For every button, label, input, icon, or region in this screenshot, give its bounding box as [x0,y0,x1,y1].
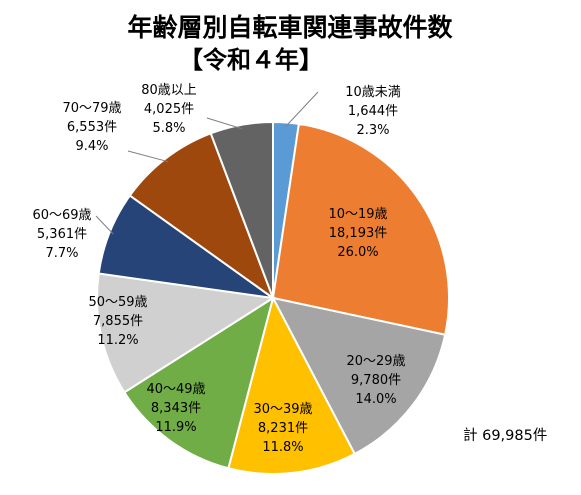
slice-label: 60～69歳 5,361件 7.7% [32,208,91,261]
slice-label-name: 10～19歳 [328,207,387,222]
slice-label-name: 20～29歳 [346,354,405,369]
pie-slice [271,122,450,336]
slice-label: 50～59歳 7,855件 11.2% [88,295,147,348]
slice-label-count: 8,343件 [151,401,201,416]
pie-slice [128,132,276,301]
slice-label-count: 18,193件 [329,226,388,241]
slice-label-name: 10歳未満 [345,85,401,100]
slice-label: 70～79歳 6,553件 9.4% [62,101,121,154]
slice-label-percent: 7.7% [45,246,78,261]
slice-label: 30～39歳 8,231件 11.8% [253,402,312,455]
slice-label-percent: 5.8% [152,121,185,136]
slice-label-name: 70～79歳 [62,101,121,116]
slice-label-name: 40～49歳 [146,382,205,397]
slice-label-percent: 14.0% [355,392,396,407]
slice-label-percent: 26.0% [337,245,378,260]
pie-slice [227,295,357,475]
slice-label: 20～29歳 9,780件 14.0% [346,354,405,407]
leader-line [127,150,169,163]
slice-label: 80歳以上 4,025件 5.8% [141,83,197,136]
pie-slice [271,296,447,456]
total-count: 計 69,985件 [463,428,548,444]
pie-slice [96,272,276,394]
slice-label-count: 8,231件 [258,421,308,436]
slice-label-count: 7,855件 [93,314,143,329]
chart-title: 年齢層別自転車関連事故件数 [127,13,453,42]
pie-slices [96,120,450,475]
pie-slice [123,295,275,470]
slice-label: 10歳未満 1,644件 2.3% [345,85,401,138]
slice-label-name: 30～39歳 [253,402,312,417]
slice-label-percent: 2.3% [356,123,389,138]
leader-line [95,215,114,235]
leader-line [206,117,243,130]
slice-label-count: 6,553件 [67,120,117,135]
slice-label: 40～49歳 8,343件 11.9% [146,382,205,435]
slice-label-name: 50～59歳 [88,295,147,310]
slice-label-percent: 11.2% [97,333,138,348]
chart-subtitle: 【令和４年】 [179,46,323,74]
slice-label-name: 80歳以上 [141,83,197,98]
slice-label-percent: 9.4% [75,139,108,154]
leader-lines [95,91,319,235]
leader-line [285,91,319,127]
slice-labels: 10歳未満 1,644件 2.3% 10～19歳 18,193件 26.0% 20～29歳 9… [32,83,405,455]
slice-label-count: 9,780件 [351,373,401,388]
slice-label-count: 5,361件 [37,227,87,242]
slice-label-name: 60～69歳 [32,208,91,223]
slice-label: 10～19歳 18,193件 26.0% [328,207,387,260]
slice-label-percent: 11.9% [155,420,196,435]
pie-slice [209,120,274,299]
slice-label-percent: 11.8% [262,440,303,455]
slice-label-count: 4,025件 [144,102,194,117]
slice-label-count: 1,644件 [348,104,398,119]
